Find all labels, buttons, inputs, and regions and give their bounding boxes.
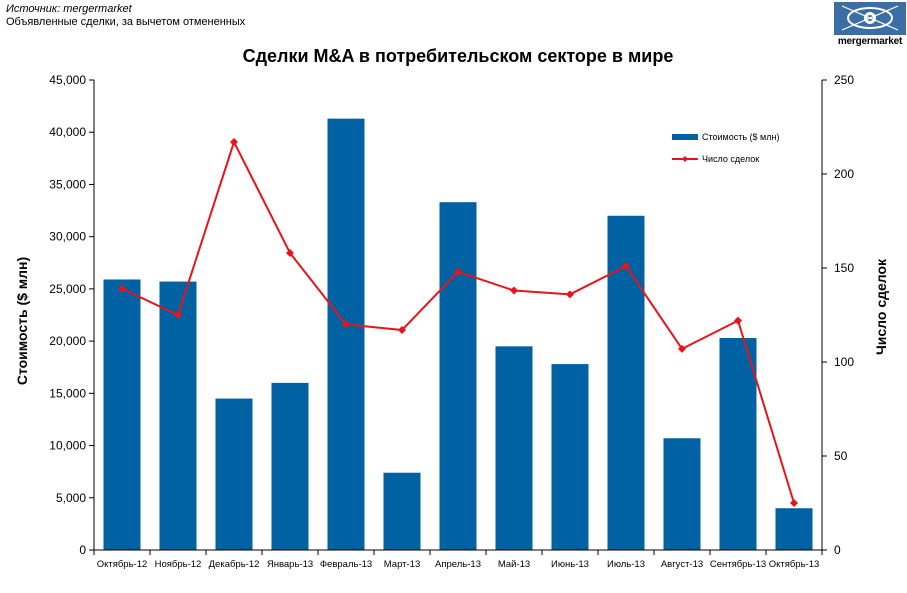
- legend-bar-swatch: [672, 134, 698, 140]
- bar-0: [103, 279, 141, 550]
- y-tick-label-1: 5,000: [56, 491, 86, 505]
- y2-tick-label-2: 100: [834, 355, 854, 369]
- y2-tick-label-1: 50: [834, 449, 848, 463]
- y-axis-title: Стоимость ($ млн): [14, 257, 30, 385]
- x-tick-label-7: Май-13: [498, 559, 530, 570]
- line-point-7: [510, 286, 518, 295]
- y2-tick-label-0: 0: [834, 543, 841, 557]
- bar-7: [495, 346, 533, 550]
- y2-axis-title: Число сделок: [873, 258, 889, 355]
- line-point-5: [398, 326, 406, 335]
- x-tick-label-6: Апрель-13: [435, 559, 481, 570]
- bar-8: [551, 364, 589, 550]
- bar-5: [383, 472, 421, 550]
- x-tick-label-4: Февраль-13: [320, 559, 372, 570]
- x-tick-label-0: Октябрь-12: [97, 559, 148, 570]
- bar-6: [439, 202, 477, 550]
- axes-group: 0 5,000 10,000 15,000 20,000 25,000 30,000 35,0…: [49, 73, 854, 570]
- bar-10: [663, 438, 701, 550]
- y-tick-label-6: 30,000: [49, 230, 86, 244]
- legend-label-value: Стоимость ($ млн): [702, 132, 779, 142]
- line-point-11: [734, 316, 742, 325]
- y-tick-label-7: 35,000: [49, 177, 86, 191]
- y-tick-label-9: 45,000: [49, 73, 86, 87]
- bar-1: [159, 281, 197, 550]
- bar-3: [271, 382, 309, 550]
- chart-title: Сделки M&A в потребительском секторе в м…: [243, 46, 674, 66]
- y-tick-label-3: 15,000: [49, 386, 86, 400]
- mergermarket-logo-icon: [834, 2, 906, 35]
- line-point-6: [454, 267, 462, 276]
- logo-text: mergermarket: [837, 36, 903, 47]
- source-note: Источник: mergermarket: [6, 3, 132, 15]
- y-tick-label-5: 25,000: [49, 282, 86, 296]
- y2-tick-label-5: 250: [834, 73, 854, 87]
- x-tick-label-2: Декабрь-12: [209, 559, 260, 570]
- y-tick-label-8: 40,000: [49, 125, 86, 139]
- bars-group: [103, 118, 813, 551]
- x-tick-label-5: Март-13: [384, 559, 420, 570]
- y2-tick-label-4: 200: [834, 167, 854, 181]
- line-point-8: [566, 290, 574, 299]
- x-tick-label-1: Ноябрь-12: [155, 559, 202, 570]
- legend-line-marker: [682, 156, 688, 162]
- deals-note: Объявленные сделки, за вычетом отмененны…: [6, 16, 246, 28]
- x-tick-label-11: Сентябрь-13: [710, 559, 766, 570]
- x-tick-label-3: Январь-13: [267, 559, 313, 570]
- line-series-group: [118, 138, 798, 507]
- line-point-12: [790, 499, 798, 507]
- bar-11: [719, 337, 757, 550]
- y-tick-label-2: 10,000: [49, 439, 86, 453]
- line-point-2: [230, 138, 238, 147]
- x-tick-label-12: Октябрь-13: [769, 559, 820, 570]
- x-tick-label-10: Август-13: [661, 559, 703, 570]
- y-tick-label-4: 20,000: [49, 334, 86, 348]
- line-point-4: [342, 320, 350, 329]
- bar-2: [215, 398, 253, 550]
- legend: Стоимость ($ млн) Число сделок: [672, 132, 779, 164]
- bar-12: [775, 508, 813, 550]
- x-tick-label-9: Июль-13: [607, 559, 645, 570]
- y-tick-label-0: 0: [79, 543, 86, 557]
- x-tick-label-8: Июнь-13: [551, 559, 589, 570]
- line-point-0: [118, 284, 126, 293]
- line-point-1: [174, 311, 182, 319]
- line-point-10: [678, 344, 686, 353]
- bar-4: [327, 118, 365, 551]
- y2-tick-label-3: 150: [834, 261, 854, 275]
- line-point-9: [622, 262, 630, 271]
- line-point-3: [286, 248, 294, 257]
- legend-label-count: Число сделок: [702, 154, 759, 164]
